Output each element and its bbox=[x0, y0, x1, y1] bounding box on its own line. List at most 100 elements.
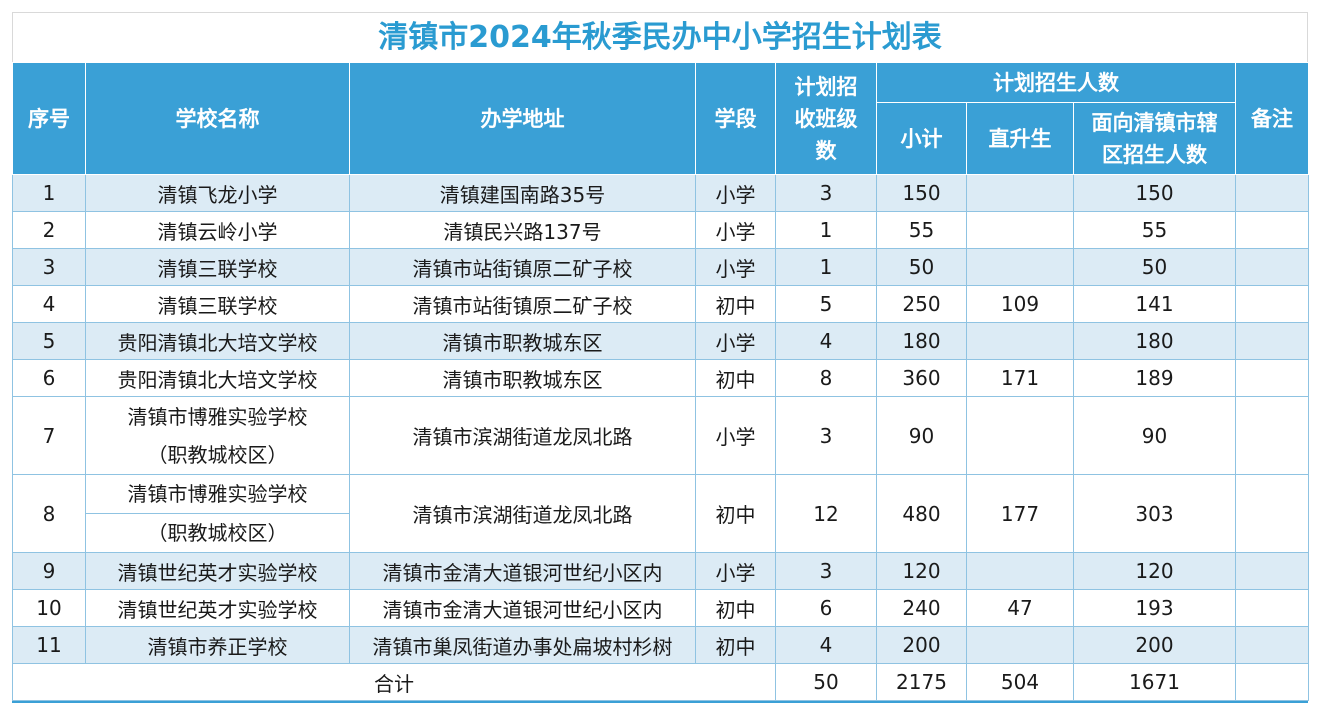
cell-direct: 47 bbox=[966, 589, 1074, 627]
enrollment-table: 序号 学校名称 办学地址 学段 计划招收班级数 计划招生人数 备注 小计 直升生… bbox=[12, 62, 1310, 701]
school-name-line1: 清镇市博雅实验学校 bbox=[86, 476, 349, 514]
cell-school-name: 清镇云岭小学 bbox=[85, 211, 350, 249]
cell-remarks bbox=[1235, 589, 1310, 627]
cell-school-name: 清镇世纪英才实验学校 bbox=[85, 552, 350, 590]
cell-remarks bbox=[1235, 359, 1310, 397]
cell-district: 50 bbox=[1072, 248, 1237, 286]
enrollment-plan-sheet: 清镇市2024年秋季民办中小学招生计划表 序号 学校名称 办学地址 学段 计划招… bbox=[12, 12, 1310, 703]
cell-remarks bbox=[1235, 552, 1310, 590]
cell-classes: 5 bbox=[775, 285, 877, 323]
cell-direct: 109 bbox=[966, 285, 1074, 323]
cell-remarks bbox=[1235, 626, 1310, 664]
school-name-line2: （职教城校区） bbox=[147, 521, 288, 545]
header-address: 办学地址 bbox=[349, 62, 696, 175]
cell-classes: 4 bbox=[775, 626, 877, 664]
cell-address: 清镇市站街镇原二矿子校 bbox=[349, 285, 696, 323]
header-seq: 序号 bbox=[12, 62, 86, 175]
cell-stage: 初中 bbox=[695, 626, 776, 664]
cell-address: 清镇市金清大道银河世纪小区内 bbox=[349, 552, 696, 590]
header-planned-enrollment: 计划招生人数 bbox=[875, 62, 1237, 103]
cell-address: 清镇建国南路35号 bbox=[349, 174, 696, 212]
cell-stage: 初中 bbox=[695, 285, 776, 323]
total-direct: 504 bbox=[966, 663, 1074, 701]
cell-address: 清镇市滨湖街道龙凤北路 bbox=[349, 474, 696, 553]
cell-school-name: 贵阳清镇北大培文学校 bbox=[85, 359, 350, 397]
cell-seq: 5 bbox=[12, 322, 86, 360]
cell-direct bbox=[966, 396, 1074, 475]
cell-school-name: 清镇世纪英才实验学校 bbox=[85, 589, 350, 627]
cell-seq: 2 bbox=[12, 211, 86, 249]
cell-direct bbox=[966, 552, 1074, 590]
cell-district: 303 bbox=[1072, 474, 1237, 553]
cell-stage: 小学 bbox=[695, 396, 776, 475]
table-row: 7 清镇市博雅实验学校 （职教城校区） 清镇市滨湖街道龙凤北路 小学 3 90 … bbox=[12, 396, 1310, 475]
total-classes: 50 bbox=[775, 663, 877, 701]
cell-remarks bbox=[1235, 396, 1310, 475]
cell-subtotal: 200 bbox=[876, 626, 967, 664]
cell-school-name: 清镇飞龙小学 bbox=[85, 174, 350, 212]
table-row: 6 贵阳清镇北大培文学校 清镇市职教城东区 初中 8 360 171 189 bbox=[12, 359, 1310, 397]
cell-district: 150 bbox=[1072, 174, 1237, 212]
header-school-name: 学校名称 bbox=[85, 62, 350, 175]
header-stage: 学段 bbox=[695, 62, 776, 175]
total-label: 合计 bbox=[12, 663, 776, 701]
table-bottom-border bbox=[12, 701, 1308, 703]
cell-stage: 初中 bbox=[695, 359, 776, 397]
cell-subtotal: 90 bbox=[876, 396, 967, 475]
cell-remarks bbox=[1235, 285, 1310, 323]
cell-classes: 4 bbox=[775, 322, 877, 360]
cell-subtotal: 180 bbox=[876, 322, 967, 360]
cell-classes: 1 bbox=[775, 211, 877, 249]
cell-address: 清镇市职教城东区 bbox=[349, 359, 696, 397]
header-direct-promotion: 直升生 bbox=[966, 102, 1074, 175]
table-row: 1 清镇飞龙小学 清镇建国南路35号 小学 3 150 150 bbox=[12, 174, 1310, 212]
cell-school-name: 清镇三联学校 bbox=[85, 248, 350, 286]
cell-district: 200 bbox=[1072, 626, 1237, 664]
table-row: 9 清镇世纪英才实验学校 清镇市金清大道银河世纪小区内 小学 3 120 120 bbox=[12, 552, 1310, 590]
header-subtotal: 小计 bbox=[876, 102, 967, 175]
total-subtotal: 2175 bbox=[876, 663, 967, 701]
cell-stage: 小学 bbox=[695, 552, 776, 590]
cell-school-name: 清镇市博雅实验学校 （职教城校区） bbox=[85, 396, 350, 475]
table-body: 1 清镇飞龙小学 清镇建国南路35号 小学 3 150 150 2 清镇云岭小学… bbox=[12, 174, 1310, 701]
cell-stage: 小学 bbox=[695, 322, 776, 360]
cell-subtotal: 480 bbox=[876, 474, 967, 553]
cell-seq: 3 bbox=[12, 248, 86, 286]
cell-address: 清镇市金清大道银河世纪小区内 bbox=[349, 589, 696, 627]
cell-school-name: 贵阳清镇北大培文学校 bbox=[85, 322, 350, 360]
cell-subtotal: 240 bbox=[876, 589, 967, 627]
header-planned-classes: 计划招收班级数 bbox=[775, 62, 877, 175]
cell-seq: 8 bbox=[12, 474, 86, 553]
table-row: 8 清镇市博雅实验学校 （职教城校区） 清镇市滨湖街道龙凤北路 初中 12 48… bbox=[12, 474, 1310, 553]
cell-classes: 6 bbox=[775, 589, 877, 627]
cell-classes: 3 bbox=[775, 552, 877, 590]
cell-remarks bbox=[1235, 248, 1310, 286]
cell-stage: 小学 bbox=[695, 211, 776, 249]
cell-subtotal: 50 bbox=[876, 248, 967, 286]
cell-school-name: 清镇市博雅实验学校 （职教城校区） bbox=[85, 474, 350, 553]
cell-stage: 初中 bbox=[695, 474, 776, 553]
cell-direct bbox=[966, 248, 1074, 286]
cell-subtotal: 55 bbox=[876, 211, 967, 249]
cell-seq: 1 bbox=[12, 174, 86, 212]
table-header: 序号 学校名称 办学地址 学段 计划招收班级数 计划招生人数 备注 小计 直升生… bbox=[12, 62, 1310, 175]
cell-remarks bbox=[1235, 174, 1310, 212]
table-row: 10 清镇世纪英才实验学校 清镇市金清大道银河世纪小区内 初中 6 240 47… bbox=[12, 589, 1310, 627]
table-row: 11 清镇市养正学校 清镇市巢凤街道办事处扁坡村杉树 初中 4 200 200 bbox=[12, 626, 1310, 664]
header-remarks: 备注 bbox=[1235, 62, 1310, 175]
cell-direct bbox=[966, 322, 1074, 360]
cell-direct: 177 bbox=[966, 474, 1074, 553]
cell-classes: 12 bbox=[775, 474, 877, 553]
cell-district: 189 bbox=[1072, 359, 1237, 397]
table-row: 2 清镇云岭小学 清镇民兴路137号 小学 1 55 55 bbox=[12, 211, 1310, 249]
cell-address: 清镇市巢凤街道办事处扁坡村杉树 bbox=[349, 626, 696, 664]
cell-direct: 171 bbox=[966, 359, 1074, 397]
cell-district: 193 bbox=[1072, 589, 1237, 627]
school-name-line1: 清镇市博雅实验学校 bbox=[127, 404, 308, 429]
cell-remarks bbox=[1235, 211, 1310, 249]
table-row: 3 清镇三联学校 清镇市站街镇原二矿子校 小学 1 50 50 bbox=[12, 248, 1310, 286]
cell-district: 120 bbox=[1072, 552, 1237, 590]
cell-subtotal: 120 bbox=[876, 552, 967, 590]
cell-district: 55 bbox=[1072, 211, 1237, 249]
table-row: 4 清镇三联学校 清镇市站街镇原二矿子校 初中 5 250 109 141 bbox=[12, 285, 1310, 323]
